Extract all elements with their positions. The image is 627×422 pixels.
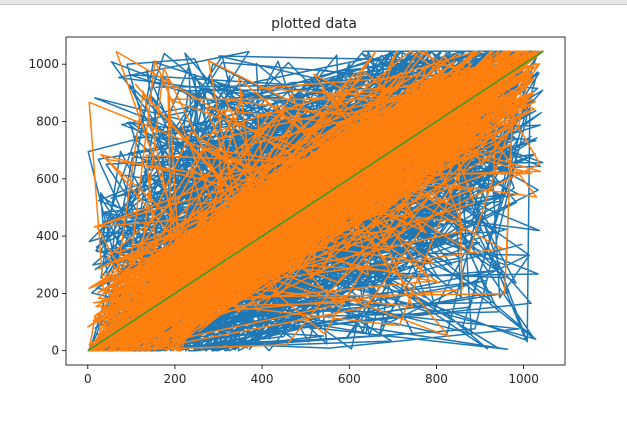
x-tick-label: 400 [251, 372, 274, 386]
series-3-path [87, 50, 544, 352]
x-tick-label: 0 [84, 372, 92, 386]
x-tick-label: 1000 [508, 372, 539, 386]
x-tick-label: 800 [425, 372, 448, 386]
plot-frame [65, 36, 566, 366]
y-tick-label: 0 [51, 344, 59, 358]
series-2-line [87, 50, 544, 352]
window-top-border [0, 0, 627, 5]
series-2-path [87, 50, 544, 352]
x-tick-label: 200 [163, 372, 186, 386]
x-tick-label: 600 [338, 372, 361, 386]
series-3-line [87, 50, 544, 352]
y-tick-label: 400 [36, 229, 59, 243]
chart-title: plotted data [271, 16, 357, 32]
y-tick-label: 1000 [28, 57, 59, 71]
axes: 0 200 400 600 800 1000 0 200 400 600 800 1000 [28, 36, 566, 386]
y-tick-label: 800 [36, 115, 59, 129]
y-tick-label: 200 [36, 286, 59, 300]
y-tick-label: 600 [36, 172, 59, 186]
